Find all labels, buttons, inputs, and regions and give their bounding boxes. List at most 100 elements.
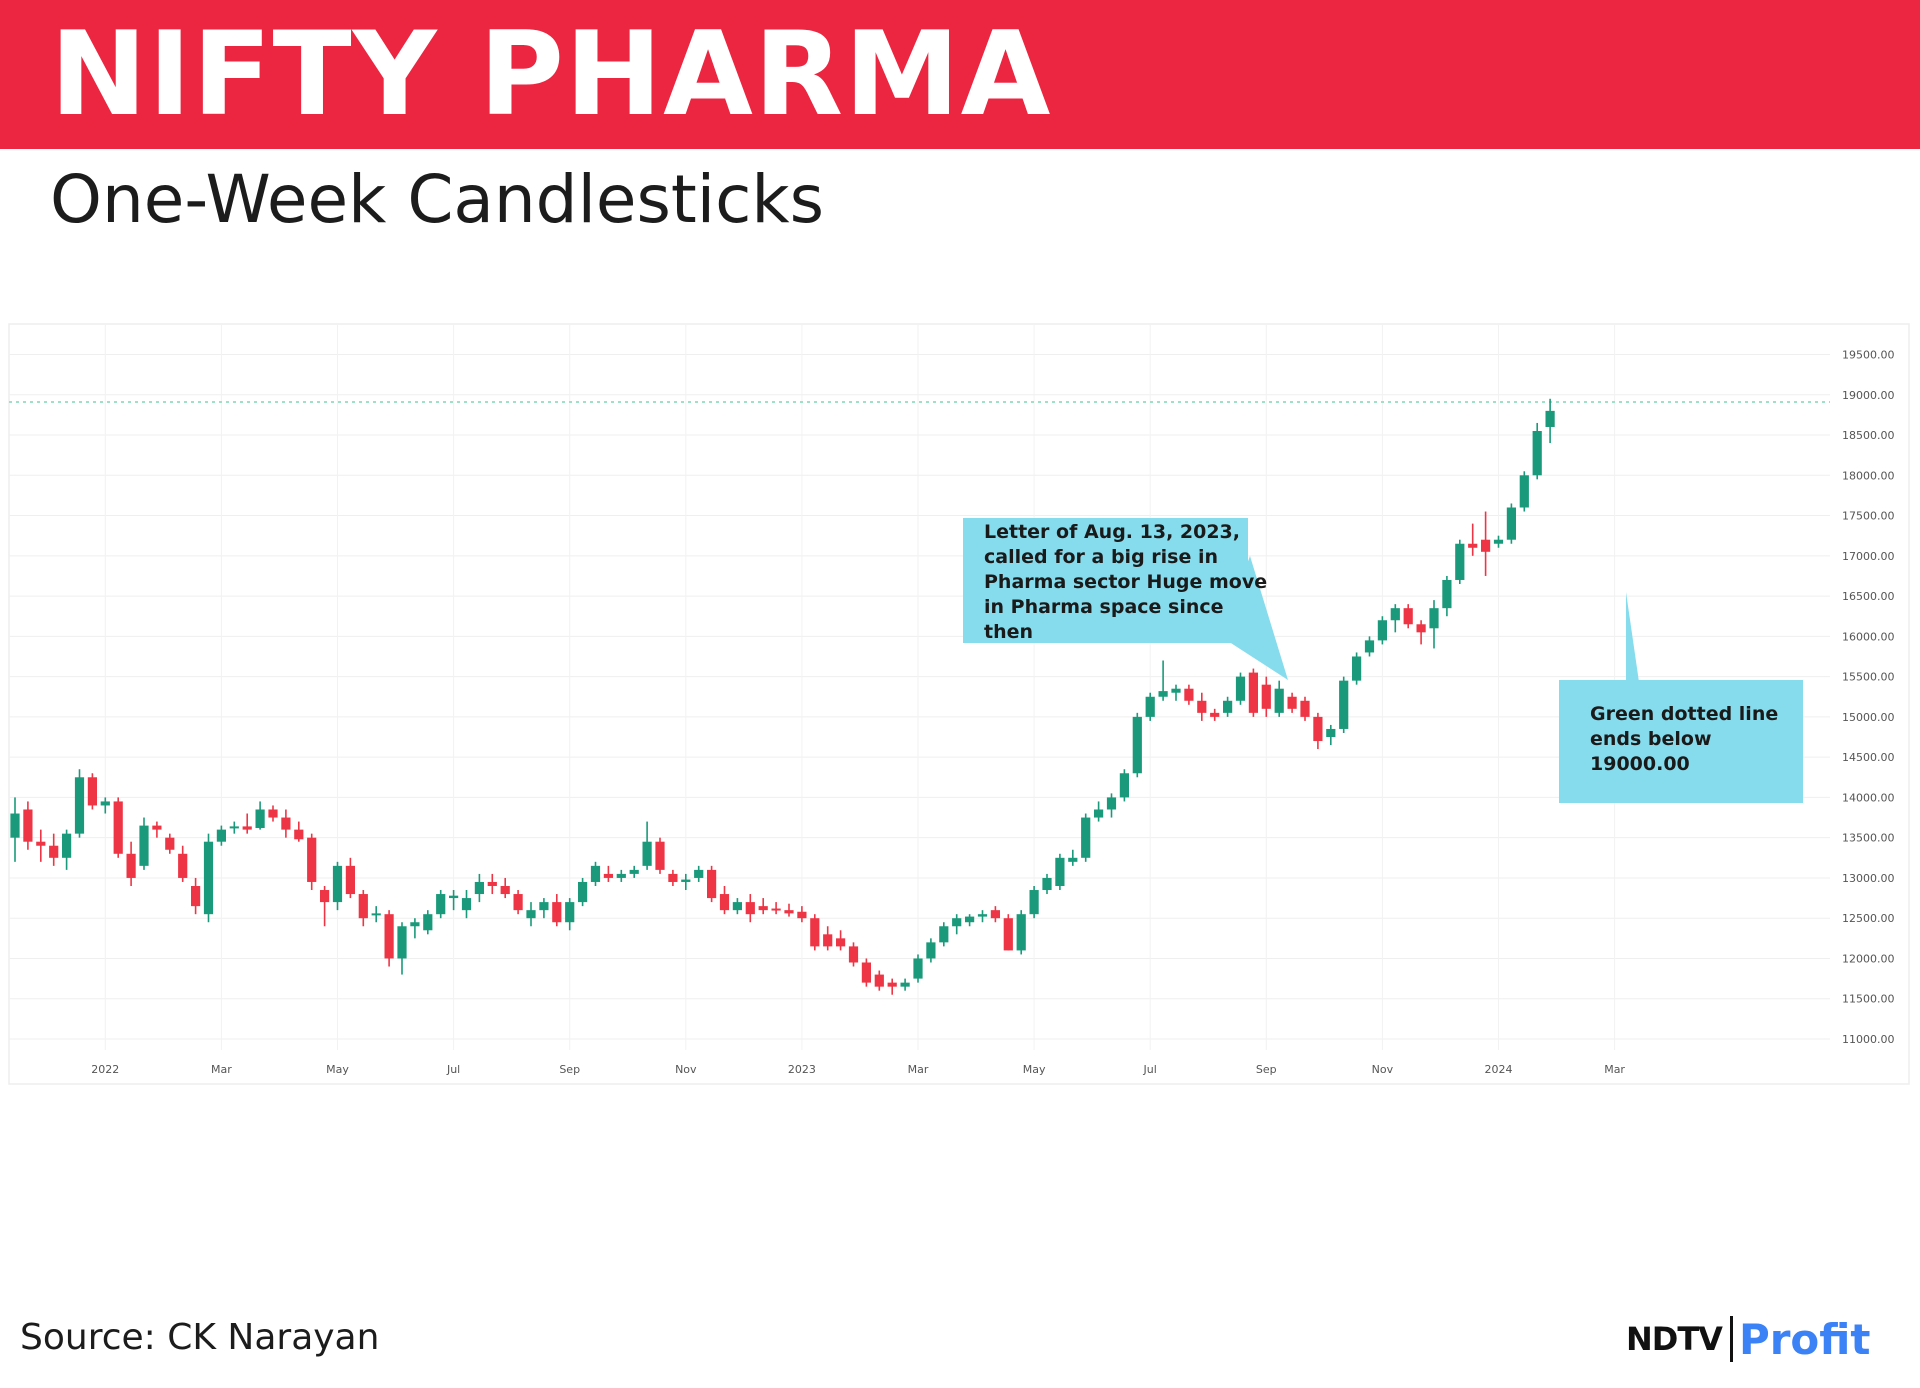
source-credit: Source: CK Narayan [20, 1317, 380, 1358]
candle [320, 885, 330, 927]
y-axis-labels: 11000.00 11500.00 12000.00 12500.00 13000.00… [1842, 349, 1895, 1047]
candle [294, 821, 304, 842]
candle [990, 906, 1000, 923]
candle [1106, 793, 1117, 818]
candle-body [1364, 640, 1375, 653]
callout-line: Green dotted line [1590, 703, 1778, 725]
candle-body [707, 869, 717, 899]
candle-body [1119, 773, 1129, 798]
y-tick-label: 18000.00 [1842, 469, 1895, 482]
candle-body [590, 865, 601, 882]
candle-body [1106, 797, 1117, 810]
candle-body [603, 873, 613, 878]
x-tick-label: Sep [1256, 1063, 1277, 1076]
candle-body [242, 826, 252, 830]
candle [1235, 672, 1246, 705]
candle-body [655, 841, 665, 870]
candle-body [1042, 877, 1052, 891]
candle-body [1481, 539, 1491, 552]
candle [1455, 539, 1465, 585]
x-tick-label: Sep [559, 1063, 580, 1076]
y-tick-label: 18500.00 [1842, 429, 1895, 442]
page-subtitle: One-Week Candlesticks [50, 161, 825, 238]
x-tick-label: May [326, 1063, 349, 1076]
candle [10, 797, 20, 862]
candle [1094, 801, 1104, 822]
candle [1326, 724, 1336, 746]
candle-body [281, 817, 291, 830]
candle [1184, 684, 1194, 705]
candle-body [87, 777, 97, 806]
callout-line: Letter of Aug. 13, 2023, [984, 521, 1240, 543]
candle [1545, 398, 1555, 444]
candle-body [1184, 688, 1194, 701]
logo-product: Profit [1738, 1314, 1871, 1364]
candle [694, 865, 704, 882]
candle-body [1403, 608, 1413, 625]
candle-body [1055, 857, 1065, 886]
x-tick-label: 2023 [788, 1063, 816, 1076]
candle [23, 801, 33, 850]
candle [926, 938, 936, 963]
y-tick-label: 16000.00 [1842, 630, 1895, 643]
x-tick-label: Mar [908, 1063, 929, 1076]
candle-body [732, 902, 742, 911]
logo-divider [1729, 1316, 1733, 1362]
callout-line: called for a big rise in [984, 546, 1218, 568]
callout-line: ends below [1590, 728, 1712, 750]
candle-body [1197, 700, 1207, 713]
candle-body [758, 906, 768, 911]
candle [487, 873, 497, 895]
candle-body [100, 801, 110, 806]
candle-body [62, 833, 72, 858]
candle-body [900, 982, 910, 987]
candle-body [642, 841, 652, 866]
candle-body [1223, 700, 1233, 713]
candle [332, 861, 343, 911]
candle [1055, 853, 1065, 891]
candle [1352, 652, 1362, 685]
candle-body [113, 801, 123, 854]
candle [397, 922, 407, 975]
candle [1377, 616, 1387, 645]
candle [449, 890, 459, 911]
y-tick-label: 12500.00 [1842, 912, 1895, 925]
candle-body [216, 829, 226, 842]
candle-body [358, 894, 368, 919]
candle-body [1455, 543, 1465, 580]
candle-body [1352, 656, 1362, 681]
y-tick-label: 17000.00 [1842, 550, 1895, 563]
candle-body [552, 902, 562, 923]
y-tick-label: 17500.00 [1842, 510, 1895, 523]
candle [539, 898, 549, 919]
candle-body [745, 902, 755, 915]
candle-body [784, 910, 794, 914]
candle-body [965, 916, 975, 923]
candle [1442, 575, 1452, 617]
candle-body [1493, 539, 1504, 544]
ndtv-profit-logo: NDTV Profit [1626, 1311, 1871, 1367]
candle [513, 890, 523, 915]
candle-body [810, 918, 820, 947]
candle [191, 877, 201, 915]
candle [745, 894, 755, 923]
candle-body [332, 865, 343, 903]
candle [1287, 692, 1297, 713]
candle-body [268, 809, 278, 818]
candle-body [397, 926, 407, 959]
candle-body [203, 841, 214, 915]
candle [1248, 668, 1258, 717]
candle [1416, 620, 1426, 645]
candle-body [345, 865, 355, 895]
candle-body [1545, 410, 1555, 427]
candle-body [436, 894, 446, 915]
candle-body [1248, 672, 1258, 713]
candle [203, 833, 214, 923]
y-tick-label: 19500.00 [1842, 349, 1895, 362]
candle-body [513, 894, 523, 911]
candle-body [1274, 688, 1284, 713]
candle-body [977, 914, 988, 917]
candle-body [36, 841, 46, 846]
candle [1158, 660, 1168, 701]
candle [1390, 604, 1400, 633]
